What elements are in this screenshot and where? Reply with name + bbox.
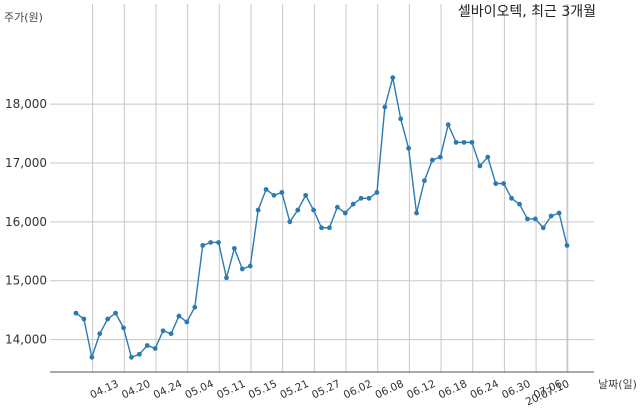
data-point: [136, 351, 142, 357]
data-point: [453, 139, 459, 145]
data-point: [358, 195, 364, 201]
data-point: [200, 243, 206, 248]
data-point: [168, 331, 174, 337]
data-point: [224, 275, 229, 281]
data-point: [548, 213, 554, 219]
x-tick-label: 06.18: [437, 378, 469, 402]
data-point: [287, 219, 293, 225]
y-tick-label: 18,000: [5, 97, 47, 111]
data-point: [208, 240, 214, 245]
data-point: [382, 104, 388, 110]
x-tick-label: 06.24: [468, 378, 501, 402]
data-point: [334, 204, 340, 210]
x-tick-label: 05.11: [215, 378, 247, 402]
y-tick-label: 16,000: [5, 215, 47, 229]
data-point: [271, 192, 277, 198]
data-point: [532, 216, 538, 222]
data-point: [414, 210, 419, 216]
y-tick-label: 14,000: [5, 333, 47, 347]
data-point: [311, 207, 316, 213]
data-point: [279, 190, 285, 195]
data-point: [509, 195, 514, 201]
data-point: [97, 331, 103, 337]
data-point: [89, 354, 95, 360]
data-point: [540, 225, 546, 231]
grid-layer: [50, 4, 594, 372]
x-tick-label: 05.15: [247, 378, 279, 402]
x-tick-label: 06.02: [342, 378, 374, 402]
data-point: [73, 310, 79, 316]
data-point: [398, 116, 404, 122]
data-point: [152, 346, 158, 351]
data-point: [295, 207, 301, 213]
data-point: [176, 313, 182, 319]
data-point: [144, 343, 150, 348]
x-tick-label: 05.21: [278, 378, 310, 402]
x-tick-label: 04.20: [120, 378, 152, 402]
data-point: [517, 201, 522, 207]
x-tick-label: 04.13: [88, 378, 120, 402]
data-point: [231, 245, 237, 251]
data-point: [390, 75, 396, 80]
data-point: [556, 210, 562, 216]
data-point: [525, 216, 530, 222]
data-point: [121, 325, 126, 331]
data-point: [327, 225, 332, 231]
data-point: [422, 178, 427, 184]
data-point: [445, 122, 451, 128]
data-point: [239, 266, 245, 272]
chart-title: 셀바이오텍, 최근 3개월: [458, 4, 596, 20]
marker-layer: [73, 75, 570, 360]
data-point: [247, 263, 253, 269]
x-tick-label: 05.04: [183, 378, 216, 402]
data-point: [184, 319, 190, 325]
data-point: [485, 154, 491, 160]
data-point: [477, 163, 483, 169]
data-point: [160, 328, 166, 334]
data-point: [319, 225, 324, 231]
data-point: [429, 157, 435, 163]
data-point: [255, 207, 261, 213]
data-point: [461, 139, 467, 145]
y-axis-label: 주가(원): [4, 11, 43, 24]
series-layer: [75, 76, 568, 358]
data-point: [342, 210, 348, 216]
data-point: [564, 243, 570, 248]
x-tick-label: 06.08: [373, 378, 405, 402]
x-axis-label: 날짜(일): [598, 377, 637, 391]
data-point: [129, 354, 134, 360]
data-point: [374, 190, 380, 195]
data-point: [192, 304, 198, 310]
x-tick-label: 05.27: [310, 378, 342, 402]
data-point: [113, 310, 118, 316]
data-point: [263, 187, 269, 192]
x-tick-label: 06.12: [405, 378, 437, 402]
data-point: [469, 139, 475, 145]
x-tick-label: 04.24: [152, 378, 185, 402]
data-point: [406, 145, 412, 151]
price-series-line: [75, 76, 568, 358]
y-tick-label: 17,000: [5, 156, 47, 170]
data-point: [303, 192, 309, 198]
data-point: [216, 240, 221, 245]
data-point: [105, 316, 111, 322]
data-point: [366, 195, 372, 201]
data-point: [501, 181, 507, 186]
y-tick-label: 15,000: [5, 274, 47, 288]
data-point: [493, 181, 499, 186]
label-layer: 셀바이오텍, 최근 3개월 주가(원) 날짜(일) 14,000 15,000 16…: [4, 4, 637, 408]
data-point: [81, 316, 87, 322]
data-point: [350, 201, 356, 207]
data-point: [437, 154, 443, 160]
